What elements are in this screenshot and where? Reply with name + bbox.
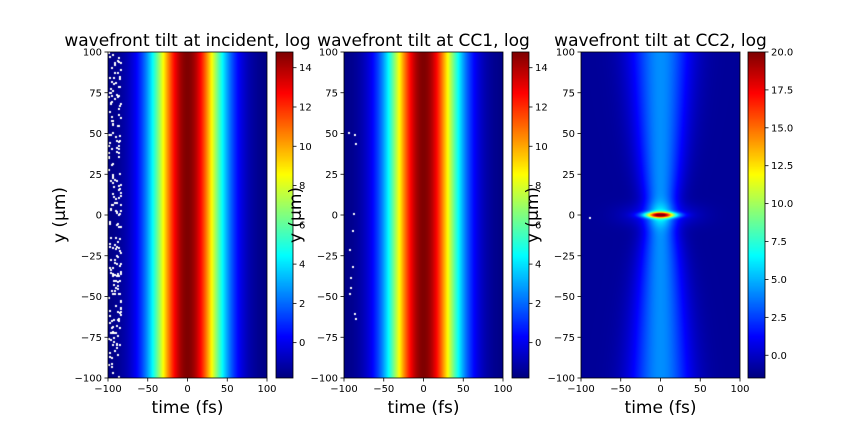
chart-panel-1: wavefront tilt at incident, log −100 −50 0 5… <box>50 31 312 418</box>
chart-panel-3: wavefront tilt at CC2, log−100 −50 0 50 1001… <box>523 31 793 418</box>
y-tick-label: 50 <box>325 129 338 140</box>
colorbar-tick-label: 10 <box>535 142 548 153</box>
colorbar-tick-label: 0 <box>535 338 541 349</box>
y-tick-label: 0 <box>569 211 575 222</box>
colorbar-tick-label: 17.5 <box>771 85 793 96</box>
colorbar-tick-label: 6 <box>299 220 305 231</box>
y-tick-label: −25 <box>554 251 575 262</box>
x-axis-label: time (fs) <box>388 398 460 418</box>
colorbar-tick-label: 4 <box>535 260 541 271</box>
colorbar-tick-label: 7.5 <box>771 237 787 248</box>
chart-title: wavefront tilt at incident, log <box>64 31 310 51</box>
y-tick-label: −75 <box>554 333 575 344</box>
x-tick-label: −50 <box>137 384 158 395</box>
heatmap-image <box>108 52 267 378</box>
x-tick-label: −100 <box>567 384 594 395</box>
x-tick-label: 100 <box>493 384 512 395</box>
y-tick-label: 25 <box>89 170 102 181</box>
colorbar-tick-label: 4 <box>299 260 305 271</box>
colorbar-tick-label: 8 <box>535 181 541 192</box>
colorbar-tick-label: 20.0 <box>771 48 793 59</box>
x-tick-label: 50 <box>457 384 470 395</box>
heatmap-image <box>344 52 503 378</box>
y-tick-label: 0 <box>96 211 102 222</box>
y-axis-label: y (μm) <box>286 187 306 243</box>
x-tick-label: 0 <box>184 384 190 395</box>
colorbar <box>748 52 765 378</box>
y-tick-label: −25 <box>317 251 338 262</box>
y-tick-label: 75 <box>325 88 338 99</box>
chart-title: wavefront tilt at CC2, log <box>554 31 767 51</box>
colorbar-tick-label: 14 <box>535 63 548 74</box>
colorbar-tick-label: 2 <box>535 299 541 310</box>
colorbar-tick-label: 2.5 <box>771 313 787 324</box>
x-tick-label: 0 <box>420 384 426 395</box>
chart-title: wavefront tilt at CC1, log <box>317 31 530 51</box>
y-tick-label: −75 <box>317 333 338 344</box>
colorbar-tick-label: 10 <box>299 142 312 153</box>
colorbar <box>276 52 293 378</box>
colorbar-frame <box>511 51 530 379</box>
y-tick-label: 0 <box>332 211 338 222</box>
colorbar-tick-label: 0 <box>299 338 305 349</box>
y-axis-label: y (μm) <box>523 187 543 243</box>
y-axis-label: y (μm) <box>50 187 70 243</box>
colorbar-tick-label: 12.5 <box>771 161 793 172</box>
y-tick-label: 50 <box>562 129 575 140</box>
x-tick-label: 50 <box>221 384 234 395</box>
colorbar-frame <box>275 51 294 379</box>
colorbar-tick-label: 6 <box>535 220 541 231</box>
y-tick-label: −75 <box>81 333 102 344</box>
x-axis-label: time (fs) <box>152 398 224 418</box>
y-tick-label: 25 <box>562 170 575 181</box>
x-tick-label: −50 <box>610 384 631 395</box>
colorbar-tick-label: 12 <box>535 102 548 113</box>
x-tick-label: −50 <box>373 384 394 395</box>
colorbar-frame <box>747 51 766 379</box>
y-tick-label: 50 <box>89 129 102 140</box>
y-tick-label: 75 <box>89 88 102 99</box>
y-tick-label: −50 <box>317 292 338 303</box>
colorbar-tick-label: 0.0 <box>771 351 787 362</box>
y-tick-label: −100 <box>311 374 338 385</box>
colorbar-tick-label: 10.0 <box>771 199 793 210</box>
x-tick-label: 50 <box>694 384 707 395</box>
colorbar-tick-label: 12 <box>299 102 312 113</box>
x-tick-label: 100 <box>257 384 276 395</box>
y-tick-label: 100 <box>83 48 102 59</box>
y-tick-label: −25 <box>81 251 102 262</box>
y-tick-label: 25 <box>325 170 338 181</box>
colorbar-tick-label: 8 <box>299 181 305 192</box>
y-tick-label: 100 <box>319 48 338 59</box>
y-tick-label: −100 <box>75 374 102 385</box>
x-axis-label: time (fs) <box>625 398 697 418</box>
chart-panel-2: wavefront tilt at CC1, log−100 −50 0 50 1001… <box>286 31 548 418</box>
colorbar-tick-label: 14 <box>299 63 312 74</box>
x-tick-label: 100 <box>730 384 749 395</box>
y-tick-label: −100 <box>548 374 575 385</box>
colorbar <box>512 52 529 378</box>
heatmap-image <box>581 52 740 378</box>
x-tick-label: 0 <box>657 384 663 395</box>
colorbar-tick-label: 5.0 <box>771 275 787 286</box>
colorbar-tick-label: 2 <box>299 299 305 310</box>
x-tick-label: −100 <box>330 384 357 395</box>
y-tick-label: 100 <box>556 48 575 59</box>
x-tick-label: −100 <box>94 384 121 395</box>
y-tick-label: −50 <box>81 292 102 303</box>
y-tick-label: 75 <box>562 88 575 99</box>
y-tick-label: −50 <box>554 292 575 303</box>
colorbar-tick-label: 15.0 <box>771 123 793 134</box>
